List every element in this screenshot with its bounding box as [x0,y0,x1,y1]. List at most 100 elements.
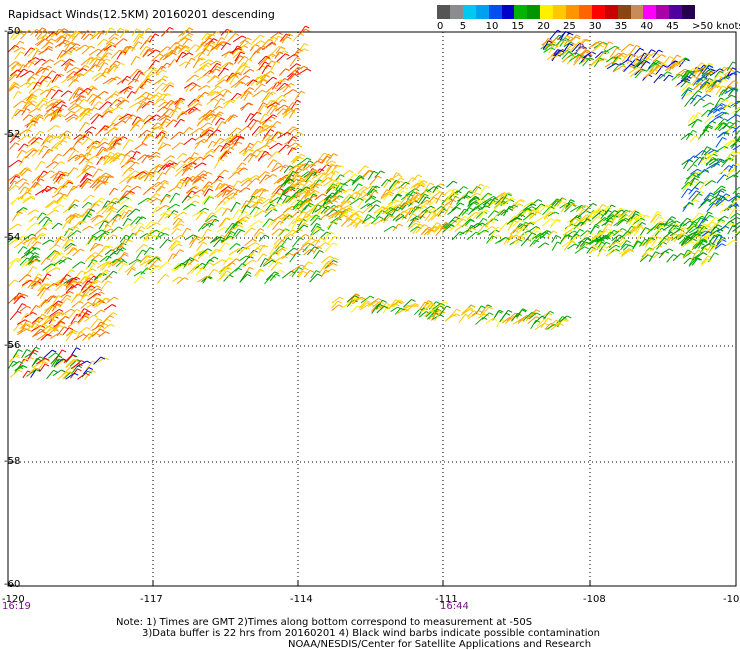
wind-barb-flag [202,250,208,253]
wind-barb-flag [245,216,250,220]
wind-barb-flag [332,262,338,266]
wind-barb [42,219,49,228]
wind-barb-flag [400,180,405,184]
wind-barb [118,113,129,121]
wind-barb-flag [118,226,123,230]
wind-barb [12,211,19,222]
wind-barb-flag [584,246,589,250]
wind-barb-flag [281,94,287,98]
wind-barb [220,28,228,36]
wind-barb-flag [220,37,226,41]
wind-barb [139,259,150,267]
wind-barb [265,91,273,101]
wind-barb [215,183,221,191]
wind-barb [67,185,74,196]
wind-barb [90,58,98,69]
wind-barb-flag [126,190,132,194]
wind-barb [55,28,65,36]
wind-barb [256,79,264,86]
wind-barb [128,258,138,266]
wind-barb-flag [39,130,45,134]
wind-barb [28,216,36,223]
wind-barb [310,217,319,226]
wind-barb [677,232,685,239]
wind-barb [253,228,261,237]
wind-barb [322,196,329,205]
wind-barb-flag [295,142,300,146]
wind-barb [17,239,25,246]
wind-barb [163,84,170,93]
wind-barb [195,267,203,276]
wind-barb-flag [129,158,134,162]
wind-barb [90,200,99,208]
wind-barb-flag [509,199,515,202]
wind-barb [498,237,506,243]
wind-barb-flag [331,163,336,167]
wind-barb-flag [128,206,134,209]
wind-barb [258,189,265,198]
wind-barb-flag [156,155,161,159]
wind-barb-flag [25,108,31,112]
wind-barb [71,184,80,191]
wind-barb-flag [97,56,102,59]
wind-barb [89,179,99,189]
wind-barb-flag [257,111,262,115]
wind-barb [287,218,296,227]
wind-barb-flag [104,270,109,274]
wind-barb-flag [103,47,109,51]
wind-barb-flag [697,257,703,261]
wind-barb [101,106,110,115]
wind-barb-flag [180,142,185,146]
wind-barb-flag [119,245,125,248]
wind-barb [162,162,171,171]
wind-barb-flag [221,121,227,124]
wind-barb-flag [375,185,381,189]
wind-barb [116,247,123,255]
wind-barb-flag [117,142,122,145]
wind-barb [232,167,241,175]
wind-barb-flag [156,193,161,197]
wind-barb [148,255,157,263]
wind-barb-flag [248,179,253,183]
wind-barb [119,234,127,243]
wind-barb-flag [49,59,55,63]
wind-barb-flag [170,155,175,159]
wind-barb-flag [15,142,20,146]
wind-barb-flag [137,185,142,189]
wind-barb-flag [272,114,277,118]
wind-barb [37,103,45,111]
wind-barb-flag [156,114,161,118]
wind-barb-flag [129,139,134,142]
wind-barb [357,165,366,175]
wind-barb-flag [547,317,553,321]
wind-barb [261,64,268,75]
wind-barb [288,192,297,200]
wind-barb [24,103,32,110]
wind-barb-flag [420,181,426,185]
wind-barb-flag [247,58,253,62]
wind-barb [294,90,302,101]
wind-barb [278,68,286,76]
wind-barb-flag [87,87,92,91]
wind-barb [241,148,250,155]
wind-barb-flag [148,114,154,118]
wind-barb [229,135,238,143]
wind-barb-flag [162,69,167,73]
wind-barb-flag [155,170,161,174]
wind-barb-flag [246,204,251,208]
wind-barb [271,131,278,140]
wind-barb [258,113,266,124]
wind-barb [243,153,251,162]
wind-barb [142,254,149,264]
wind-barb [183,203,192,211]
wind-barb [148,155,157,161]
wind-barb-flag [271,60,276,64]
wind-barb-flag [272,86,277,90]
wind-barb [46,250,56,260]
wind-barb-flag [32,351,38,355]
wind-barb [291,267,300,278]
wind-barb-flag [567,234,573,238]
wind-barb-flag [157,122,162,126]
wind-barb-flag [147,197,152,201]
wind-barb [58,130,68,140]
